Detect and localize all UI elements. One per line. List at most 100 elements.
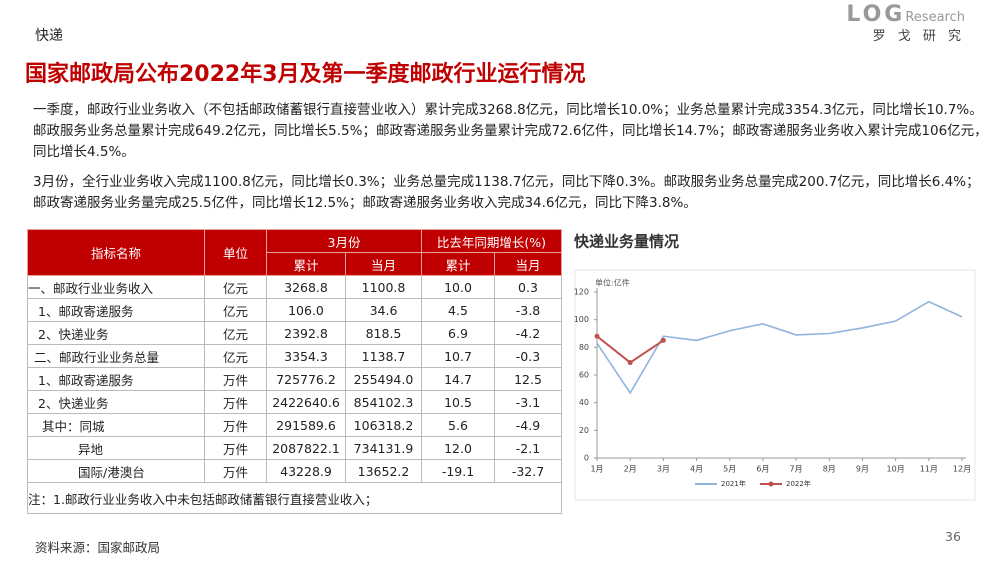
note: 注：1.邮政行业业务收入中未包括邮政储蓄银行直接营业收入； bbox=[27, 482, 562, 514]
table-cell: 2392.8 bbox=[266, 321, 346, 345]
x-tick-label: 6月 bbox=[756, 465, 769, 474]
table-cell: 854102.3 bbox=[345, 390, 422, 414]
table-cell: -3.1 bbox=[494, 390, 562, 414]
header-cell: 累计 bbox=[266, 252, 346, 276]
table-cell: 万件 bbox=[204, 413, 267, 437]
chart-title: 快递业务量情况 bbox=[574, 233, 679, 251]
x-tick-label: 10月 bbox=[887, 465, 905, 474]
table-cell: 亿元 bbox=[204, 275, 267, 299]
table-row: 1、邮政寄递服务 万件 725776.2 255494.0 14.7 12.5 bbox=[27, 367, 562, 391]
table-cell: -0.3 bbox=[494, 344, 562, 368]
note-row: 注：1.邮政行业业务收入中未包括邮政储蓄银行直接营业收入； bbox=[27, 482, 562, 514]
table-row: 异地 万件 2087822.1 734131.9 12.0 -2.1 bbox=[27, 436, 562, 460]
table-cell: 2087822.1 bbox=[266, 436, 346, 460]
legend-label: 2021年 bbox=[721, 479, 746, 488]
table-row: 国际/港澳台 万件 43228.9 13652.2 -19.1 -32.7 bbox=[27, 459, 562, 483]
table-cell: 2、快递业务 bbox=[27, 321, 205, 345]
table-cell: -3.8 bbox=[494, 298, 562, 322]
table-cell: 10.7 bbox=[421, 344, 495, 368]
table-row: 其中：同城 万件 291589.6 106318.2 5.6 -4.9 bbox=[27, 413, 562, 437]
x-tick-label: 9月 bbox=[856, 465, 869, 474]
table-cell: 734131.9 bbox=[345, 436, 422, 460]
x-tick-label: 11月 bbox=[920, 465, 938, 474]
header-row: 累计 当月 累计 当月 bbox=[28, 252, 562, 276]
table-cell: 亿元 bbox=[204, 298, 267, 322]
y-tick-label: 60 bbox=[579, 371, 589, 380]
y-tick-label: 0 bbox=[584, 454, 589, 463]
x-tick-label: 1月 bbox=[590, 465, 603, 474]
y-tick-label: 120 bbox=[574, 288, 589, 297]
x-tick-label: 5月 bbox=[723, 465, 736, 474]
table-cell: 0.3 bbox=[494, 275, 562, 299]
table-cell: 5.6 bbox=[421, 413, 495, 437]
table-cell: 万件 bbox=[204, 367, 267, 391]
table-cell: 国际/港澳台 bbox=[27, 459, 205, 483]
chart-frame bbox=[574, 269, 976, 501]
table-cell: 亿元 bbox=[204, 321, 267, 345]
table-cell: 一、邮政行业业务收入 bbox=[27, 275, 205, 299]
header-cell: 当月 bbox=[494, 252, 562, 276]
legend-marker bbox=[768, 481, 774, 487]
table-cell: 12.0 bbox=[421, 436, 495, 460]
y-tick-label: 40 bbox=[579, 398, 589, 407]
table-cell: 13652.2 bbox=[345, 459, 422, 483]
x-tick-label: 8月 bbox=[823, 465, 836, 474]
title: 国家邮政局公布2022年3月及第一季度邮政行业运行情况 bbox=[25, 62, 586, 87]
table-cell: -19.1 bbox=[421, 459, 495, 483]
paragraph: 一季度，邮政行业业务收入（不包括邮政储蓄银行直接营业收入）累计完成3268.8亿… bbox=[33, 102, 988, 160]
y-tick-label: 20 bbox=[579, 426, 589, 435]
page-number: 36 bbox=[945, 529, 961, 544]
table-row: 1、邮政寄递服务 亿元 106.0 34.6 4.5 -3.8 bbox=[27, 298, 562, 322]
table-cell: 万件 bbox=[204, 459, 267, 483]
source: 资料来源：国家邮政局 bbox=[35, 540, 161, 555]
table-cell: 14.7 bbox=[421, 367, 495, 391]
header-cell: 指标名称 bbox=[27, 229, 205, 276]
table-cell: 4.5 bbox=[421, 298, 495, 322]
table-cell: 291589.6 bbox=[266, 413, 346, 437]
table-cell: 1100.8 bbox=[345, 275, 422, 299]
table-cell: 1、邮政寄递服务 bbox=[27, 298, 205, 322]
x-tick-label: 3月 bbox=[657, 465, 670, 474]
table-cell: 10.0 bbox=[421, 275, 495, 299]
x-tick-label: 7月 bbox=[790, 465, 803, 474]
table-row: 一、邮政行业业务收入 亿元 3268.8 1100.8 10.0 0.3 bbox=[27, 275, 562, 299]
table-row: 二、邮政行业业务总量 亿元 3354.3 1138.7 10.7 -0.3 bbox=[27, 344, 562, 368]
table-cell: 二、邮政行业业务总量 bbox=[27, 344, 205, 368]
legend-label: 2022年 bbox=[786, 479, 811, 488]
table-cell: 1、邮政寄递服务 bbox=[27, 367, 205, 391]
table-cell: 10.5 bbox=[421, 390, 495, 414]
table-cell: 255494.0 bbox=[345, 367, 422, 391]
table-cell: -4.2 bbox=[494, 321, 562, 345]
header-cell: 累计 bbox=[421, 252, 495, 276]
header-cell: 单位 bbox=[204, 229, 267, 276]
table-cell: -4.9 bbox=[494, 413, 562, 437]
y-tick-label: 80 bbox=[579, 343, 589, 352]
header-row: 指标名称 单位 3月份 比去年同期增长(%) bbox=[27, 229, 562, 276]
table-cell: -2.1 bbox=[494, 436, 562, 460]
table-cell: 818.5 bbox=[345, 321, 422, 345]
table-cell: 2422640.6 bbox=[266, 390, 346, 414]
unit-label: 单位:亿件 bbox=[595, 278, 630, 288]
table-cell: 106318.2 bbox=[345, 413, 422, 437]
table-cell: 3354.3 bbox=[266, 344, 346, 368]
x-tick-label: 12月 bbox=[953, 465, 971, 474]
table-cell: 2、快递业务 bbox=[27, 390, 205, 414]
table-cell: 异地 bbox=[27, 436, 205, 460]
logo-brand: LOG bbox=[846, 2, 906, 27]
table-cell: 1138.7 bbox=[345, 344, 422, 368]
logo-sub: Research bbox=[905, 10, 965, 25]
table-cell: 106.0 bbox=[266, 298, 346, 322]
x-tick-label: 2月 bbox=[624, 465, 637, 474]
table-cell: 725776.2 bbox=[266, 367, 346, 391]
table-cell: 万件 bbox=[204, 436, 267, 460]
table-row: 2、快递业务 万件 2422640.6 854102.3 10.5 -3.1 bbox=[27, 390, 562, 414]
header-cell: 3月份 bbox=[266, 229, 422, 253]
table-cell: 12.5 bbox=[494, 367, 562, 391]
table-cell: 43228.9 bbox=[266, 459, 346, 483]
table-cell: 万件 bbox=[204, 390, 267, 414]
x-tick-label: 4月 bbox=[690, 465, 703, 474]
point bbox=[660, 337, 666, 343]
data-table: 指标名称 单位 3月份 比去年同期增长(%) 累计 当月 累计 当月 一、邮政行业业务收入 亿元 3… bbox=[27, 229, 562, 514]
table-cell: 3268.8 bbox=[266, 275, 346, 299]
